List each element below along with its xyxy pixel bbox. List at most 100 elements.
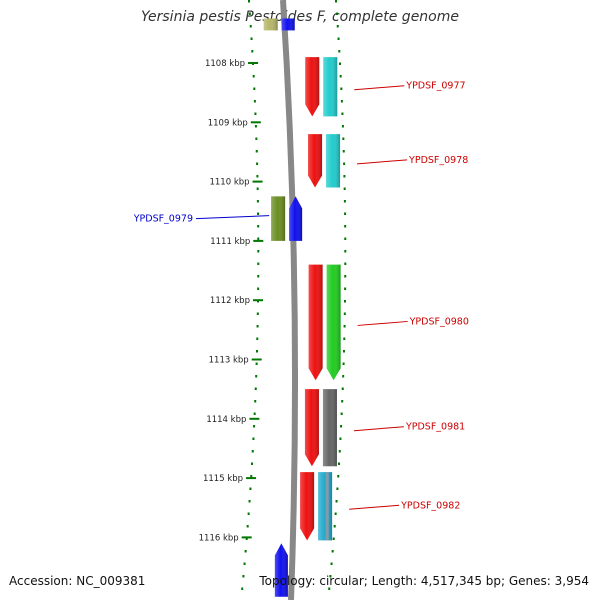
left-border-dot bbox=[255, 137, 258, 140]
left-border-dot bbox=[257, 262, 260, 265]
right-border-dot bbox=[344, 225, 347, 228]
axis-tick-label: 1114 kbp bbox=[206, 415, 246, 425]
gene-ydpsf-0982-multi bbox=[318, 472, 333, 541]
axis-tick-label: 1109 kbp bbox=[208, 118, 248, 128]
axis-tick-label: 1113 kbp bbox=[209, 356, 249, 366]
axis-tick-label: 1110 kbp bbox=[209, 178, 249, 188]
left-border-dot bbox=[251, 450, 254, 453]
left-border-dot bbox=[257, 287, 260, 290]
gene-ydpsf-0978-red bbox=[308, 134, 323, 188]
left-border-dot bbox=[256, 162, 259, 165]
left-border-dot bbox=[242, 575, 245, 578]
right-border-dot bbox=[341, 112, 344, 115]
right-border-dot bbox=[343, 200, 346, 203]
left-border-dot bbox=[246, 525, 249, 528]
right-border-dot bbox=[332, 537, 335, 540]
right-border-dot bbox=[340, 425, 343, 428]
gene-top-olive bbox=[263, 18, 278, 31]
left-border-dot bbox=[249, 25, 252, 28]
left-border-dot bbox=[256, 312, 259, 315]
left-border-dot bbox=[257, 250, 260, 253]
right-border-dot bbox=[343, 325, 346, 328]
gene-label: YPDSF_0977 bbox=[405, 81, 465, 92]
left-border-dot bbox=[247, 512, 250, 515]
right-border-dot bbox=[338, 450, 341, 453]
right-border-dot bbox=[336, 25, 339, 28]
gene-ydpsf-0980-red bbox=[308, 264, 323, 381]
left-border-dot bbox=[243, 562, 246, 565]
axis-tick-label: 1108 kbp bbox=[205, 59, 245, 69]
axis-tick-label: 1115 kbp bbox=[203, 474, 243, 484]
left-border-dot bbox=[254, 387, 257, 390]
right-border-dot bbox=[340, 100, 343, 103]
right-border-dot bbox=[330, 562, 333, 565]
right-border-dot bbox=[343, 187, 346, 190]
gene-shading bbox=[308, 264, 323, 381]
left-border-dot bbox=[254, 112, 257, 115]
left-border-dot bbox=[248, 12, 251, 15]
left-border-dot bbox=[244, 550, 247, 553]
right-border-dot bbox=[342, 350, 345, 353]
gene-shading bbox=[271, 196, 286, 241]
genes bbox=[263, 18, 341, 597]
right-border-dot bbox=[344, 275, 347, 278]
left-border-dot bbox=[253, 412, 256, 415]
left-border-dot bbox=[249, 487, 252, 490]
gene-ydpsf-0977-cyan bbox=[323, 57, 338, 117]
left-border-dot bbox=[257, 237, 260, 240]
right-border-dot bbox=[341, 387, 344, 390]
left-border-dot bbox=[254, 125, 257, 128]
gene-shading bbox=[308, 134, 323, 188]
gene-stripe bbox=[325, 472, 329, 541]
gene-label: YPDSF_0979 bbox=[133, 214, 193, 225]
left-border-dot bbox=[255, 362, 258, 365]
gene-top-blue bbox=[281, 18, 295, 31]
left-border-dot bbox=[255, 150, 258, 153]
topology-label: Topology: circular; Length: 4,517,345 bp… bbox=[259, 574, 589, 588]
label-leader-line bbox=[349, 504, 400, 510]
left-border-dot bbox=[257, 300, 259, 303]
right-border-dot bbox=[329, 575, 332, 578]
gene-shading bbox=[274, 543, 288, 597]
axis-ticks: 1108 kbp 1109 kbp 1110 kbp 1111 kbp 1112 kbp… bbox=[199, 59, 264, 543]
right-border-dot bbox=[333, 525, 336, 528]
gene-shading bbox=[289, 196, 303, 241]
left-border-dot bbox=[248, 500, 251, 503]
axis-tick-label: 1111 kbp bbox=[210, 237, 250, 247]
left-border-dot bbox=[255, 375, 258, 378]
right-border-dot bbox=[342, 375, 345, 378]
right-border-dot bbox=[344, 300, 346, 303]
right-border-dot bbox=[338, 50, 341, 53]
gene-shading bbox=[263, 18, 278, 31]
right-border-dot bbox=[328, 587, 331, 590]
gene-ydpsf-0977-red bbox=[305, 57, 320, 117]
gene-label: YPDSF_0980 bbox=[409, 316, 469, 327]
left-border-dot bbox=[253, 100, 256, 103]
right-border-dot bbox=[343, 312, 346, 315]
label-leader-line bbox=[357, 159, 408, 165]
right-border-dot bbox=[337, 37, 340, 40]
right-border-dot bbox=[342, 362, 345, 365]
right-border-dot bbox=[334, 512, 337, 515]
right-border-dot bbox=[343, 175, 346, 178]
label-leader-line bbox=[357, 320, 408, 326]
left-border-dot bbox=[250, 475, 253, 478]
gene-label: YPDSF_0978 bbox=[408, 155, 468, 166]
gene-shading bbox=[281, 18, 295, 31]
left-border-dot bbox=[257, 212, 260, 215]
right-border-dot bbox=[335, 12, 338, 15]
axis-tick-label: 1116 kbp bbox=[199, 533, 239, 543]
right-border-dot bbox=[342, 137, 345, 140]
gene-ydpsf-0981-gray bbox=[322, 389, 337, 467]
left-border-dot bbox=[251, 462, 254, 465]
label-leader-line bbox=[195, 215, 270, 220]
label-leader-line bbox=[353, 426, 404, 432]
gene-ydpsf-0980-green bbox=[326, 264, 341, 381]
gene-bottom-blue bbox=[274, 543, 288, 597]
gene-shading bbox=[322, 389, 337, 467]
right-border-dot bbox=[337, 475, 340, 478]
right-border-dot bbox=[342, 150, 345, 153]
right-border-dot bbox=[341, 125, 344, 128]
right-border-dot bbox=[344, 212, 347, 215]
left-border-dot bbox=[254, 400, 257, 403]
